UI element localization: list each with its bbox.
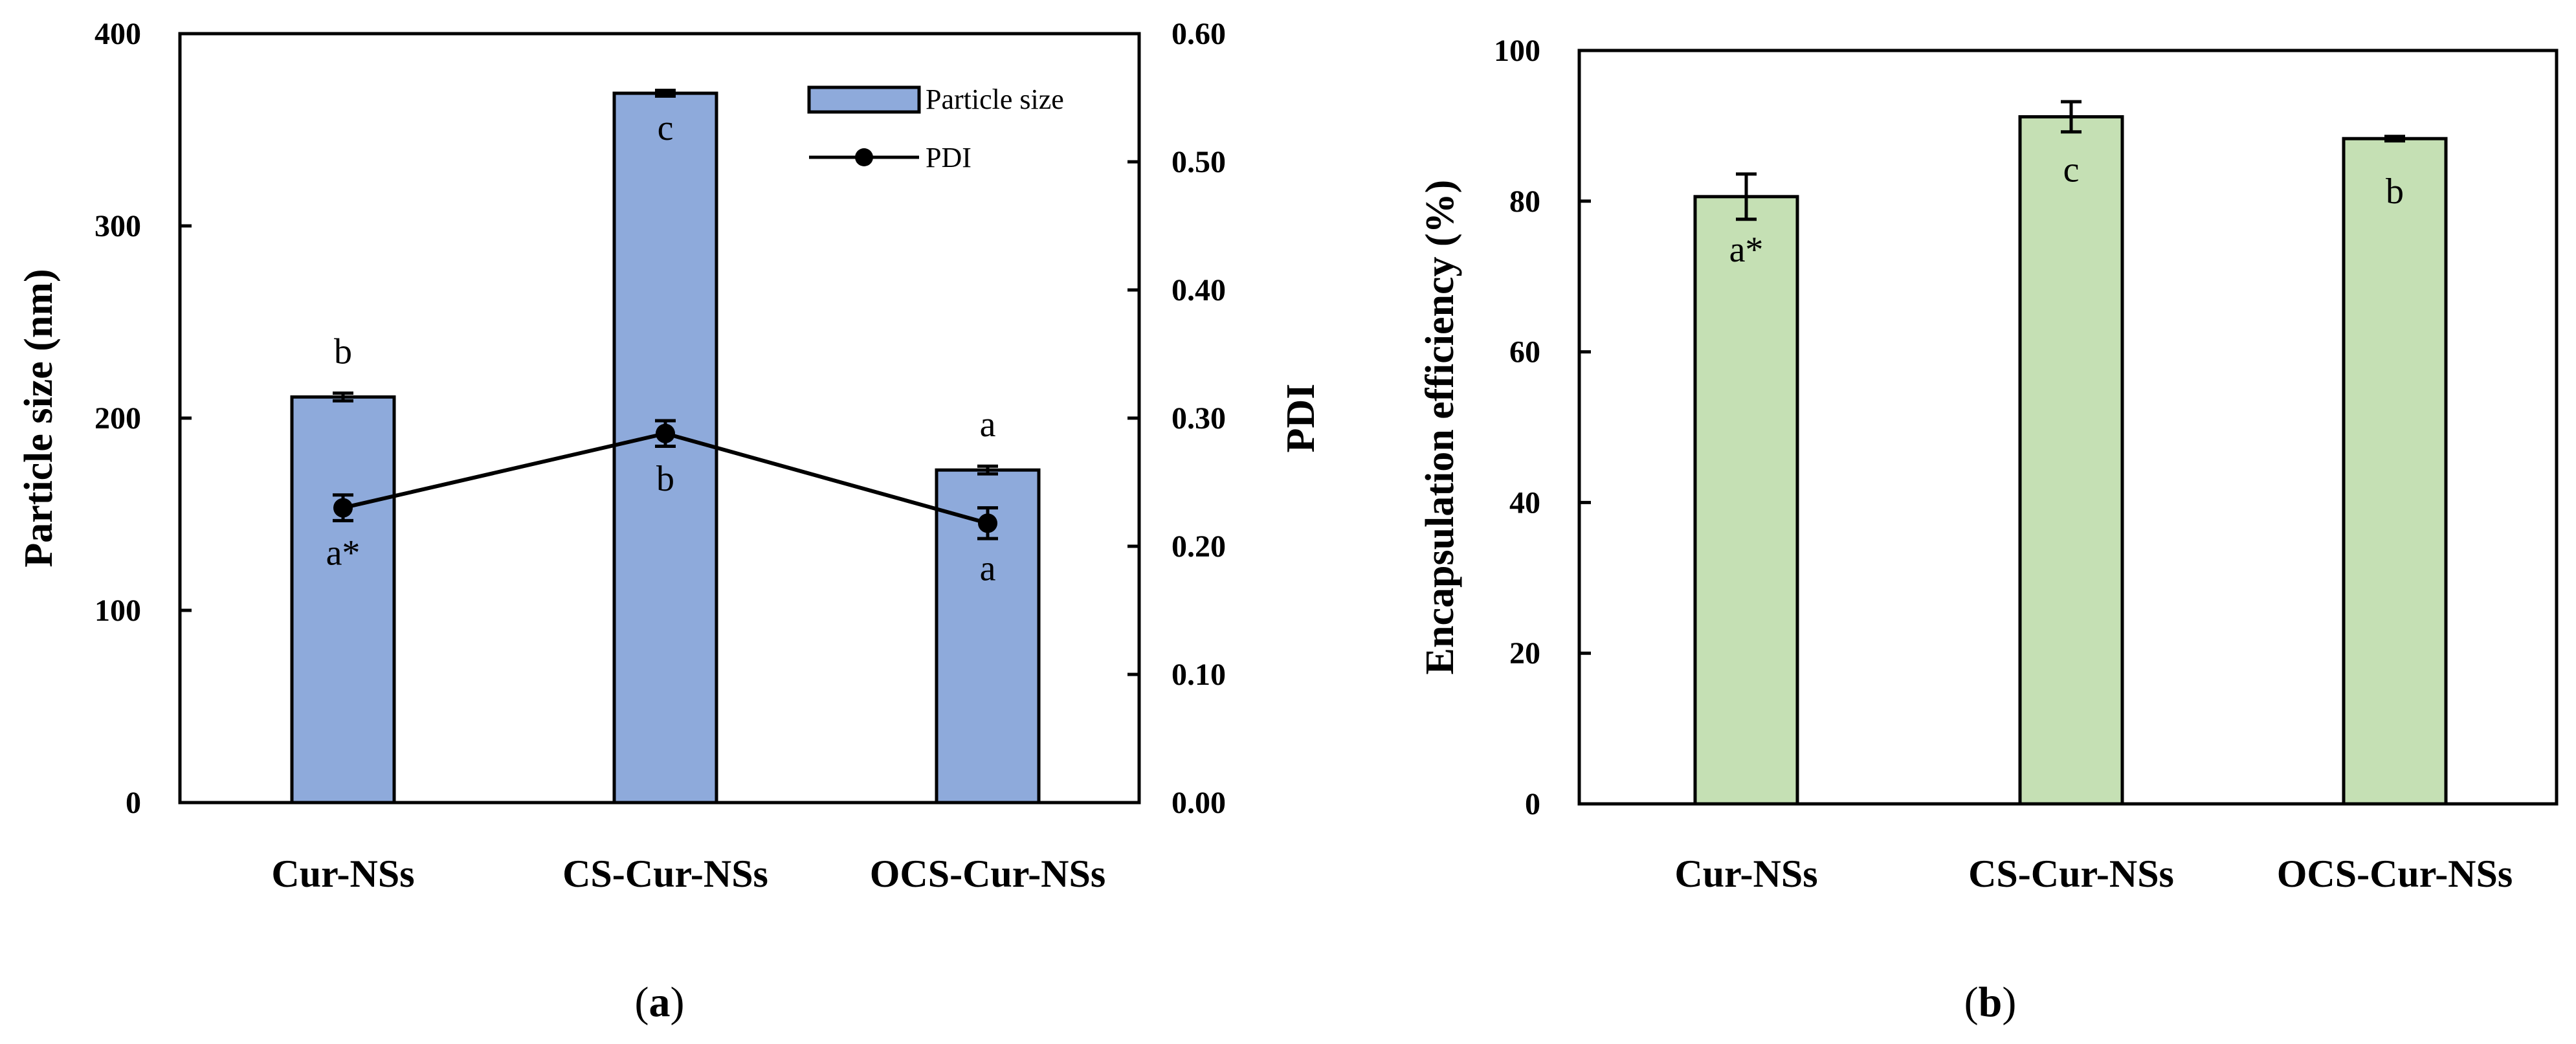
panel-b-significance-letters: a* c b xyxy=(1729,150,2404,269)
y-tick-label: 400 xyxy=(94,17,141,51)
pdi-point-cur-nss xyxy=(333,498,353,518)
panel-b-y-tick-label: 20 xyxy=(1509,636,1540,671)
svg-text:(b): (b) xyxy=(1964,979,2017,1026)
panel-a-ticks: 0 100 200 300 400 0.00 0.10 0.20 0.30 0.40 0.50 0.6… xyxy=(94,17,1226,820)
panel-b-y-tick-label: 40 xyxy=(1509,485,1540,520)
svg-text:(a): (a) xyxy=(635,979,685,1026)
category-label-cs-cur-nss: CS-Cur-NSs xyxy=(562,852,768,895)
panel-a-y2-axis-title: PDI xyxy=(1279,384,1323,453)
panel-b-y-tick-label: 80 xyxy=(1509,184,1540,219)
panel-b-y-tick-label: 100 xyxy=(1494,34,1540,68)
letter-pdi-cur-nss: a* xyxy=(326,533,361,573)
y2-tick-label: 0.40 xyxy=(1171,273,1226,307)
panel-b-y-axis-title: Encapsulation efficiency (%) xyxy=(1418,180,1462,675)
panel-b-category-label-cs-cur-nss: CS-Cur-NSs xyxy=(1968,852,2174,895)
letter-particle-size-ocs-cur-nss: a xyxy=(980,405,996,445)
panel-b-category-label-cur-nss: Cur-NSs xyxy=(1674,852,1817,895)
panel-b-ticks: 0 20 40 60 80 100 xyxy=(1494,34,1591,821)
panel-a-pdi-line xyxy=(333,419,998,540)
panel-b-y-tick-label: 0 xyxy=(1525,787,1540,821)
legend-pdi-marker xyxy=(855,148,873,166)
y-tick-label: 300 xyxy=(94,209,141,243)
panel-a-caption: (a) xyxy=(635,979,685,1026)
bar-encapsulation-cs-cur-nss xyxy=(2018,115,2124,806)
y-tick-label: 100 xyxy=(94,594,141,628)
legend-pdi-label: PDI xyxy=(926,142,972,173)
letter-particle-size-cs-cur-nss: c xyxy=(658,108,674,148)
pdi-point-ocs-cur-nss xyxy=(978,513,997,533)
panel-a-significance-letters: b c a a* b a xyxy=(326,108,996,588)
y2-tick-label: 0.50 xyxy=(1171,145,1226,179)
panel-a-y-axis-title: Particle size (nm) xyxy=(17,269,61,567)
category-label-ocs-cur-nss: OCS-Cur-NSs xyxy=(870,852,1105,895)
letter-particle-size-cur-nss: b xyxy=(334,331,352,372)
letter-pdi-cs-cur-nss: b xyxy=(656,459,674,499)
y2-tick-label: 0.20 xyxy=(1171,529,1226,564)
letter-encapsulation-ocs-cur-nss: b xyxy=(2386,172,2404,212)
panel-a-chart: 0 100 200 300 400 0.00 0.10 0.20 0.30 0.40 0.50 0.6… xyxy=(17,17,1323,1026)
panel-b-category-labels: Cur-NSs CS-Cur-NSs OCS-Cur-NSs xyxy=(1674,852,2513,895)
letter-encapsulation-cur-nss: a* xyxy=(1729,230,1764,270)
panel-b-bars xyxy=(1693,100,2448,806)
y2-tick-label: 0.10 xyxy=(1171,658,1226,692)
y-tick-label: 200 xyxy=(94,401,141,436)
panel-a-caption-letter: a xyxy=(649,979,671,1026)
panel-b-category-label-ocs-cur-nss: OCS-Cur-NSs xyxy=(2277,852,2513,895)
panel-b-caption-letter: b xyxy=(1979,979,2003,1026)
panel-a-legend: Particle size PDI xyxy=(807,83,1064,173)
letter-encapsulation-cs-cur-nss: c xyxy=(2063,150,2080,190)
legend-particle-size-swatch xyxy=(807,85,921,114)
panel-b-plot-frame xyxy=(1577,49,2559,806)
pdi-point-cs-cur-nss xyxy=(656,423,675,443)
y2-tick-label: 0.30 xyxy=(1171,401,1226,436)
bar-encapsulation-cur-nss xyxy=(1693,195,1799,806)
bar-encapsulation-ocs-cur-nss xyxy=(2342,137,2448,806)
y2-tick-label: 0.60 xyxy=(1171,17,1226,51)
panel-b-y-tick-label: 60 xyxy=(1509,335,1540,370)
bar-particle-size-cur-nss xyxy=(290,395,396,805)
y2-tick-label: 0.00 xyxy=(1171,786,1226,820)
legend-particle-size-label: Particle size xyxy=(926,83,1064,115)
panel-b-chart: 0 20 40 60 80 100 a* c b Cur-NSs CS-Cur-NSs OCS-C… xyxy=(1418,34,2559,1026)
panel-a-category-labels: Cur-NSs CS-Cur-NSs OCS-Cur-NSs xyxy=(271,852,1105,895)
letter-pdi-ocs-cur-nss: a xyxy=(980,548,996,588)
y-tick-label: 0 xyxy=(126,786,141,820)
panel-b-caption: (b) xyxy=(1964,979,2017,1026)
category-label-cur-nss: Cur-NSs xyxy=(271,852,414,895)
